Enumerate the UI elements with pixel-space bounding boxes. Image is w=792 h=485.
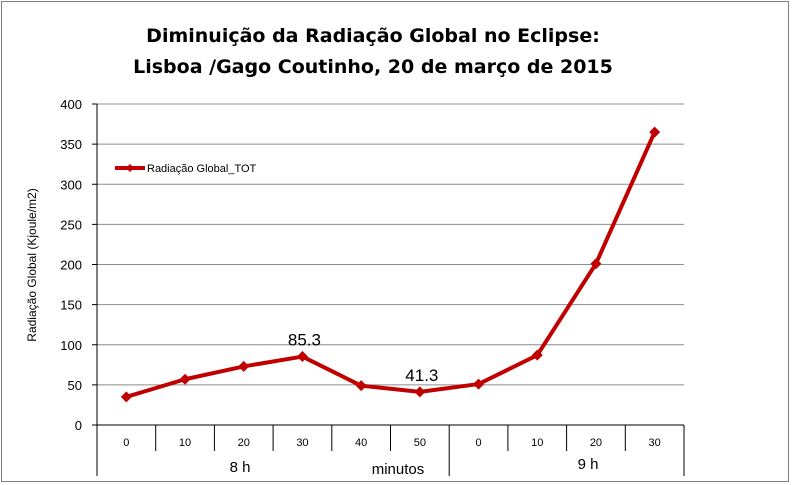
data-point-marker — [238, 360, 250, 372]
y-tick-label: 150 — [60, 298, 82, 313]
y-tick-label: 400 — [60, 97, 82, 112]
data-point-marker — [296, 351, 308, 363]
data-point-marker — [590, 258, 602, 270]
y-tick-label: 50 — [68, 378, 82, 393]
y-tick-label: 0 — [75, 418, 82, 433]
x-category-label: 30 — [296, 437, 308, 449]
x-category-label: 20 — [238, 437, 250, 449]
data-point-marker — [179, 373, 191, 385]
data-point-marker — [531, 349, 543, 361]
legend-label: Radiação Global_TOT — [147, 163, 257, 175]
data-point-marker — [414, 386, 426, 398]
y-axis-label: Radiação Global (Kjoule/m2) — [25, 188, 39, 341]
x-category-label: 40 — [355, 437, 367, 449]
data-point-marker — [649, 126, 661, 138]
chart-title-line2: Lisboa /Gago Coutinho, 20 de março de 20… — [133, 56, 613, 78]
y-tick-label: 350 — [60, 137, 82, 152]
x-category-label: 0 — [123, 437, 129, 449]
y-tick-label: 250 — [60, 217, 82, 232]
data-point-marker — [355, 380, 367, 392]
data-point-marker — [473, 378, 485, 390]
data-label: 41.3 — [405, 366, 438, 385]
legend-marker-swatch — [126, 164, 134, 172]
x-group-label: 9 h — [578, 456, 599, 473]
data-point-marker — [120, 391, 132, 403]
chart-title-line1: Diminuição da Radiação Global no Eclipse… — [146, 25, 600, 47]
x-category-label: 0 — [475, 437, 481, 449]
x-category-label: 10 — [531, 437, 543, 449]
y-tick-label: 200 — [60, 258, 82, 273]
x-category-label: 30 — [649, 437, 661, 449]
x-category-label: 50 — [414, 437, 426, 449]
data-label: 85.3 — [288, 331, 321, 350]
series-line — [124, 130, 657, 399]
x-axis-minutes-label: minutos — [372, 461, 425, 478]
x-category-label: 20 — [590, 437, 602, 449]
y-tick-label: 300 — [60, 177, 82, 192]
x-category-label: 10 — [179, 437, 191, 449]
x-group-label: 8 h — [230, 459, 251, 476]
y-tick-label: 100 — [60, 338, 82, 353]
